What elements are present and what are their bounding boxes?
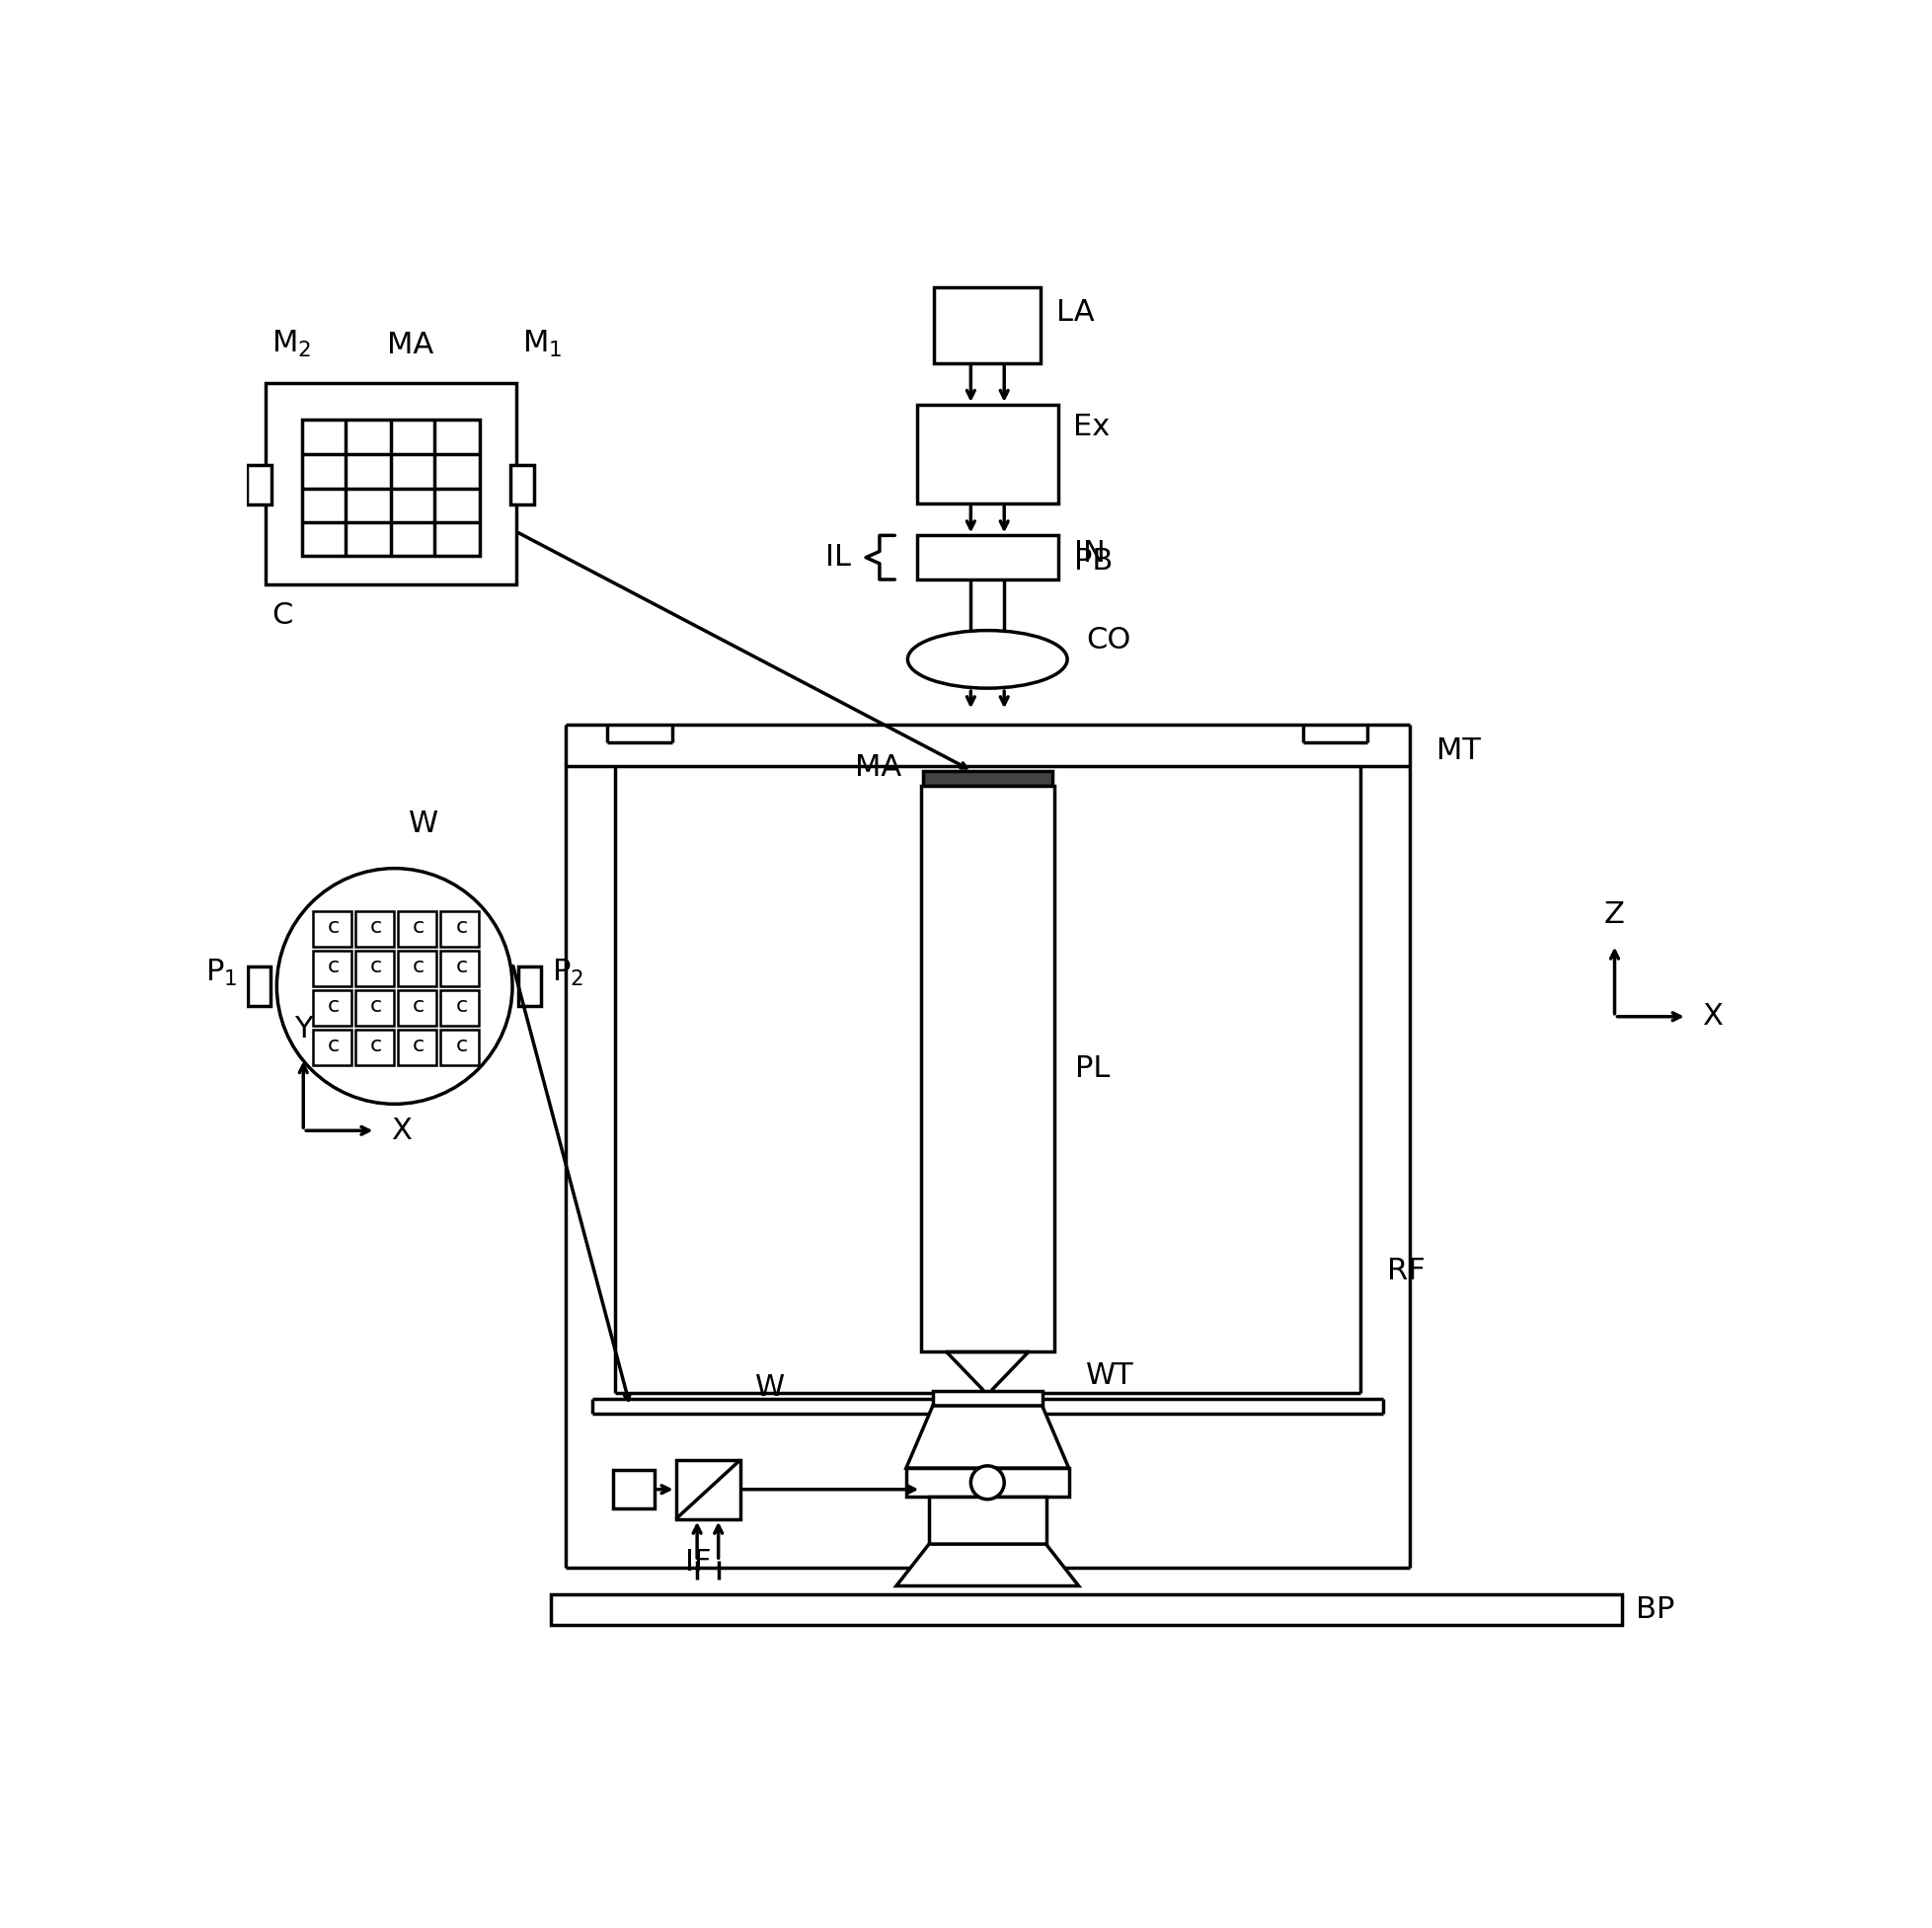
Text: IF: IF [686, 1548, 711, 1577]
Text: c: c [371, 997, 383, 1016]
Text: X: X [1702, 1003, 1723, 1031]
Bar [440, 989, 479, 1026]
Bar [929, 1496, 1047, 1544]
Bar [247, 465, 270, 505]
Text: C: C [270, 602, 292, 630]
Bar [398, 1030, 437, 1066]
Bar [398, 910, 437, 947]
Bar [440, 1030, 479, 1066]
Text: c: c [328, 918, 340, 937]
Text: IN: IN [1074, 540, 1105, 569]
Bar [923, 771, 1053, 787]
Polygon shape [906, 1406, 1068, 1467]
Text: Y: Y [294, 1014, 313, 1043]
Text: IL: IL [825, 544, 850, 573]
Text: P$_2$: P$_2$ [553, 956, 583, 987]
Bar [933, 1390, 1043, 1406]
Text: MA: MA [856, 754, 902, 781]
Bar [551, 1594, 1623, 1625]
Bar [355, 910, 394, 947]
Bar [355, 951, 394, 987]
Bar [398, 951, 437, 987]
Text: M$_2$: M$_2$ [270, 328, 311, 359]
Text: c: c [328, 956, 340, 976]
Text: c: c [456, 997, 468, 1016]
Bar [440, 910, 479, 947]
Text: CO: CO [1086, 627, 1130, 656]
Text: W: W [755, 1373, 786, 1402]
Bar [355, 989, 394, 1026]
Circle shape [276, 868, 512, 1105]
Text: W: W [408, 810, 439, 839]
Text: BP: BP [1636, 1594, 1675, 1623]
Bar [612, 1471, 655, 1508]
Bar [906, 1467, 1070, 1496]
Polygon shape [896, 1544, 1078, 1587]
Ellipse shape [908, 630, 1066, 688]
Bar [265, 384, 516, 584]
Text: c: c [413, 918, 425, 937]
Bar [518, 966, 541, 1006]
Bar [355, 1030, 394, 1066]
Circle shape [970, 1465, 1005, 1500]
Text: c: c [371, 1035, 383, 1055]
Text: c: c [456, 1035, 468, 1055]
Text: c: c [328, 997, 340, 1016]
Bar [247, 966, 270, 1006]
Text: c: c [456, 956, 468, 976]
Bar [510, 465, 535, 505]
Bar [313, 951, 352, 987]
Bar [922, 787, 1055, 1352]
Bar [918, 536, 1059, 580]
Text: c: c [328, 1035, 340, 1055]
Bar [676, 1459, 740, 1519]
Text: c: c [413, 997, 425, 1016]
Text: c: c [413, 1035, 425, 1055]
Text: c: c [371, 956, 383, 976]
Text: LA: LA [1057, 299, 1094, 328]
Text: RF: RF [1387, 1257, 1424, 1286]
Text: c: c [456, 918, 468, 937]
Bar [398, 989, 437, 1026]
Bar [935, 287, 1041, 362]
Text: PL: PL [1074, 1055, 1109, 1084]
Bar [313, 989, 352, 1026]
Bar [313, 1030, 352, 1066]
Text: c: c [413, 956, 425, 976]
Text: WT: WT [1086, 1361, 1134, 1390]
Bar [313, 910, 352, 947]
Text: Z: Z [1604, 900, 1625, 929]
Text: P$_1$: P$_1$ [205, 956, 238, 987]
Text: MT: MT [1435, 736, 1480, 765]
Text: MA: MA [386, 330, 433, 359]
Bar [918, 405, 1059, 503]
Text: PB: PB [1074, 548, 1113, 576]
Text: c: c [371, 918, 383, 937]
Bar [301, 420, 479, 555]
Text: Ex: Ex [1072, 413, 1109, 442]
Bar [440, 951, 479, 987]
Text: X: X [390, 1116, 412, 1145]
Text: M$_1$: M$_1$ [522, 328, 562, 359]
